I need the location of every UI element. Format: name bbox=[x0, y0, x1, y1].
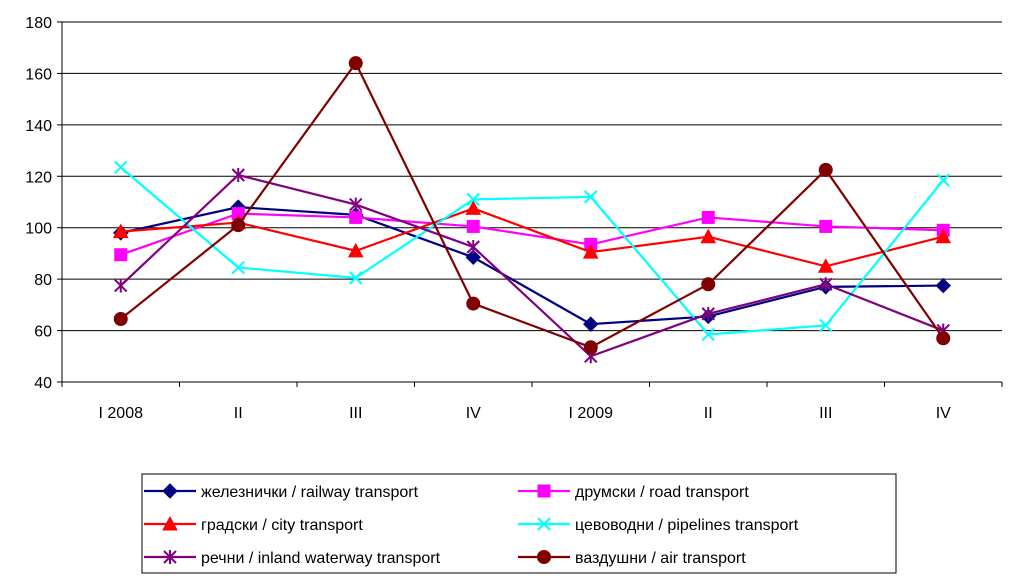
legend-item: железнички / railway transport bbox=[144, 483, 419, 501]
series-3 bbox=[114, 160, 950, 342]
data-point bbox=[466, 219, 480, 233]
series-1 bbox=[114, 207, 950, 262]
y-tick-label: 80 bbox=[34, 272, 52, 289]
series-0 bbox=[113, 199, 951, 332]
legend-marker bbox=[162, 515, 178, 531]
legend-marker bbox=[162, 483, 178, 499]
legend-label: градски / city transport bbox=[201, 517, 363, 534]
legend-label: ваздушни / air transport bbox=[575, 550, 746, 567]
y-tick-label: 40 bbox=[34, 375, 52, 392]
legend-label: цевоводни / pipelines transport bbox=[575, 517, 799, 534]
x-tick-label: III bbox=[349, 405, 362, 422]
data-point bbox=[465, 200, 482, 215]
data-point bbox=[465, 249, 481, 265]
series-line bbox=[120, 207, 944, 268]
legend-marker bbox=[537, 517, 551, 531]
series-line bbox=[119, 173, 944, 358]
data-point bbox=[466, 192, 480, 207]
data-point bbox=[113, 312, 128, 326]
legend-marker bbox=[163, 550, 177, 564]
data-point bbox=[819, 219, 833, 233]
data-point bbox=[231, 218, 246, 233]
data-point bbox=[817, 258, 834, 273]
series-lines bbox=[112, 56, 952, 364]
data-point bbox=[584, 190, 598, 204]
x-tick-label: II bbox=[704, 405, 713, 422]
legend-item: цевоводни / pipelines transport bbox=[518, 517, 799, 534]
data-point bbox=[818, 162, 833, 177]
data-point bbox=[349, 271, 363, 285]
data-point bbox=[349, 197, 363, 212]
legend-label: друмски / road transport bbox=[575, 484, 749, 501]
data-point bbox=[935, 277, 951, 294]
data-point bbox=[114, 278, 128, 293]
x-tick-label: II bbox=[234, 405, 243, 422]
x-tick-label: IV bbox=[466, 405, 481, 422]
series-line bbox=[120, 206, 944, 326]
data-point bbox=[231, 260, 245, 275]
data-point bbox=[936, 331, 951, 346]
data-point bbox=[935, 228, 952, 244]
legend-item: друмски / road transport bbox=[518, 484, 749, 501]
data-point bbox=[583, 340, 598, 355]
legend: железнички / railway transport друмски / … bbox=[141, 473, 897, 574]
data-point bbox=[114, 160, 128, 174]
data-point bbox=[114, 248, 128, 262]
legend-label: железнички / railway transport bbox=[201, 484, 419, 501]
series-line bbox=[120, 61, 945, 349]
data-point bbox=[231, 168, 245, 182]
y-tick-label: 60 bbox=[34, 324, 52, 341]
x-tick-label: I 2009 bbox=[569, 405, 614, 422]
series-5 bbox=[113, 56, 951, 355]
y-tick-label: 140 bbox=[25, 118, 52, 135]
legend-item: ваздушни / air transport bbox=[518, 550, 746, 567]
legend-label: речни / inland waterway transport bbox=[201, 550, 441, 567]
data-point bbox=[348, 56, 363, 71]
y-tick-label: 100 bbox=[25, 221, 52, 238]
y-tick-label: 160 bbox=[25, 66, 52, 83]
legend-item: речни / inland waterway transport bbox=[144, 550, 441, 567]
data-point bbox=[819, 318, 833, 333]
gridlines bbox=[62, 21, 1002, 332]
legend-item: градски / city transport bbox=[144, 515, 363, 534]
legend-marker bbox=[537, 550, 551, 564]
data-point bbox=[347, 242, 364, 258]
data-point bbox=[582, 244, 599, 259]
series-line bbox=[120, 166, 945, 336]
data-point bbox=[466, 296, 481, 311]
series-2 bbox=[112, 200, 952, 273]
data-point bbox=[349, 210, 363, 224]
x-tick-label: IV bbox=[936, 405, 951, 422]
x-tick-label: I 2008 bbox=[99, 405, 144, 422]
data-point bbox=[936, 173, 950, 187]
data-point bbox=[700, 228, 717, 244]
y-tick-label: 180 bbox=[25, 15, 52, 32]
legend-marker bbox=[537, 484, 551, 498]
data-point bbox=[112, 223, 129, 239]
y-tick-label: 120 bbox=[25, 169, 52, 186]
data-point bbox=[466, 240, 480, 254]
series-line bbox=[120, 212, 944, 256]
data-point bbox=[701, 327, 715, 342]
data-point bbox=[701, 306, 715, 321]
x-tick-label: III bbox=[819, 405, 832, 422]
data-point bbox=[583, 316, 599, 332]
data-point bbox=[701, 277, 716, 292]
data-point bbox=[701, 210, 715, 224]
data-point bbox=[819, 277, 833, 292]
